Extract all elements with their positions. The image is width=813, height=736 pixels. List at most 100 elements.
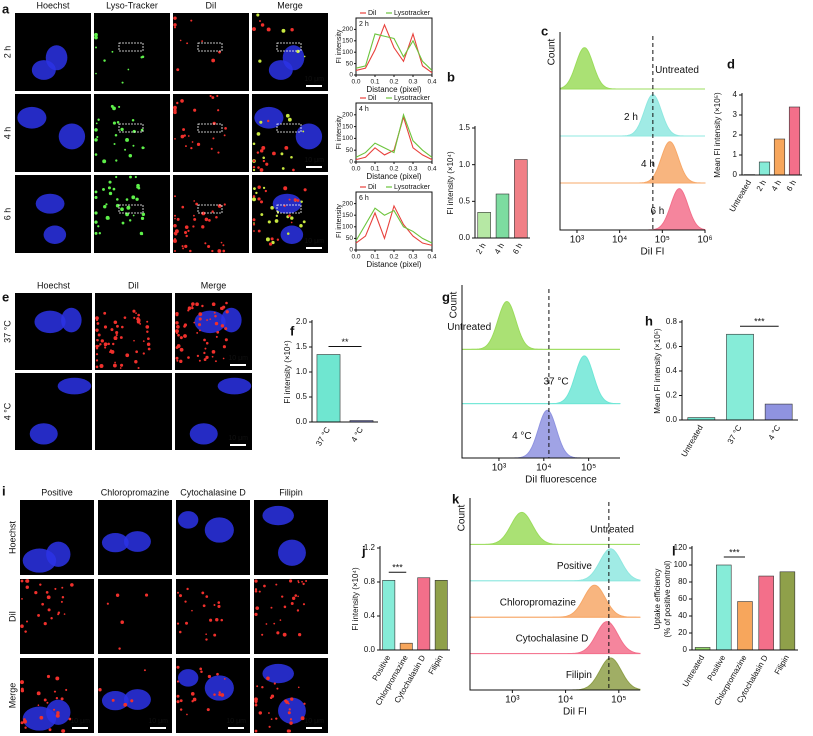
y-tick-label: 0.4 bbox=[666, 366, 678, 375]
vesicle bbox=[110, 349, 115, 354]
vesicle bbox=[254, 588, 258, 591]
vesicle bbox=[209, 318, 212, 321]
vesicle bbox=[300, 716, 305, 721]
vesicle bbox=[179, 359, 183, 364]
roi-box bbox=[197, 123, 223, 133]
column-header: Merge bbox=[201, 280, 227, 290]
nucleus bbox=[177, 669, 199, 687]
x-tick-label: 10³ bbox=[570, 235, 585, 246]
vesicle bbox=[94, 32, 98, 37]
x-tick-label: 0.2 bbox=[389, 79, 398, 86]
vesicle bbox=[265, 623, 268, 625]
vesicle bbox=[193, 321, 196, 324]
vesicle bbox=[301, 580, 303, 583]
x-tick-label: Positive bbox=[706, 653, 728, 682]
bar bbox=[399, 642, 413, 651]
x-tick-label: 0.0 bbox=[351, 166, 360, 173]
vesicle bbox=[254, 612, 258, 617]
x-tick-label: 0.1 bbox=[370, 79, 379, 86]
vesicle bbox=[205, 341, 209, 345]
scale-label: 10 μm bbox=[148, 718, 168, 725]
vesicle bbox=[24, 630, 27, 633]
vesicle bbox=[273, 622, 276, 625]
vesicle bbox=[176, 101, 179, 105]
y-tick-label: 0.0 bbox=[364, 645, 376, 654]
vesicle bbox=[296, 609, 300, 612]
vesicle bbox=[39, 583, 42, 586]
vesicle bbox=[191, 305, 193, 308]
y-tick-label: 1.5 bbox=[459, 123, 471, 132]
vesicle bbox=[224, 338, 228, 342]
x-tick-label: 0.3 bbox=[408, 79, 417, 86]
scale-label: 10 μm bbox=[304, 157, 324, 164]
vesicle bbox=[203, 358, 207, 362]
y-tick-label: 0 bbox=[349, 247, 353, 254]
row-header: 4 h bbox=[2, 127, 12, 140]
y-tick-label: 0.5 bbox=[459, 196, 471, 205]
vesicle bbox=[220, 241, 223, 244]
row-header: Merge bbox=[7, 683, 17, 709]
series-label: Filipin bbox=[566, 670, 592, 681]
vesicle bbox=[253, 187, 256, 191]
scale-label: 10 μm bbox=[304, 76, 324, 83]
vesicle bbox=[191, 306, 194, 310]
axes bbox=[681, 320, 798, 421]
vesicle bbox=[213, 633, 217, 637]
vesicle bbox=[43, 698, 47, 702]
vesicle bbox=[112, 106, 116, 111]
vesicle bbox=[175, 311, 179, 316]
vesicle bbox=[199, 667, 203, 671]
vesicle bbox=[175, 329, 179, 334]
vesicle bbox=[129, 175, 132, 179]
vesicle bbox=[116, 121, 120, 124]
panel-letter: d bbox=[727, 56, 735, 71]
vesicle bbox=[23, 718, 26, 721]
vesicle bbox=[136, 319, 141, 324]
vesicle bbox=[193, 200, 196, 202]
vesicle bbox=[222, 345, 226, 349]
vesicle bbox=[252, 27, 256, 31]
vesicle bbox=[199, 329, 201, 332]
vesicle bbox=[95, 220, 97, 223]
y-tick-label: 0.2 bbox=[666, 391, 678, 400]
x-tick-label: 0.3 bbox=[408, 254, 417, 261]
vesicle bbox=[128, 154, 133, 158]
vesicle bbox=[34, 591, 38, 595]
vesicle bbox=[179, 39, 182, 42]
x-axis-label: DiI FI bbox=[641, 247, 665, 258]
vesicle bbox=[47, 608, 51, 612]
vesicle bbox=[303, 702, 306, 705]
bar bbox=[758, 575, 774, 651]
vesicle bbox=[258, 59, 262, 63]
vesicle bbox=[176, 68, 180, 72]
vesicle bbox=[103, 342, 108, 347]
vesicle bbox=[191, 141, 194, 143]
vesicle bbox=[97, 344, 100, 347]
vesicle bbox=[96, 338, 99, 342]
vesicle bbox=[222, 244, 225, 247]
vesicle bbox=[218, 691, 221, 694]
vesicle bbox=[254, 703, 258, 707]
vesicle bbox=[268, 725, 271, 728]
vesicle bbox=[43, 622, 47, 626]
vesicle bbox=[205, 595, 209, 598]
bar bbox=[382, 579, 396, 651]
chart-title: 6 h bbox=[359, 195, 369, 202]
vesicle bbox=[176, 359, 179, 362]
y-tick-label: 2.0 bbox=[296, 317, 308, 326]
vesicle bbox=[273, 682, 276, 685]
vesicle bbox=[258, 590, 261, 593]
vesicle bbox=[99, 343, 102, 346]
vesicle bbox=[177, 591, 179, 594]
vesicle bbox=[20, 579, 24, 583]
micrograph bbox=[98, 579, 172, 654]
vesicle bbox=[176, 217, 180, 221]
series-label: Untreated bbox=[655, 65, 699, 76]
chart-title: 4 h bbox=[359, 106, 369, 113]
y-axis-label: (% of positive control) bbox=[663, 560, 672, 637]
y-axis-label: FI intensity (×10⁴) bbox=[351, 567, 360, 631]
y-axis-label: Mean FI intensity (×10⁵) bbox=[653, 328, 662, 414]
nucleus bbox=[123, 689, 151, 710]
bar bbox=[495, 193, 510, 239]
vesicle bbox=[256, 685, 259, 688]
